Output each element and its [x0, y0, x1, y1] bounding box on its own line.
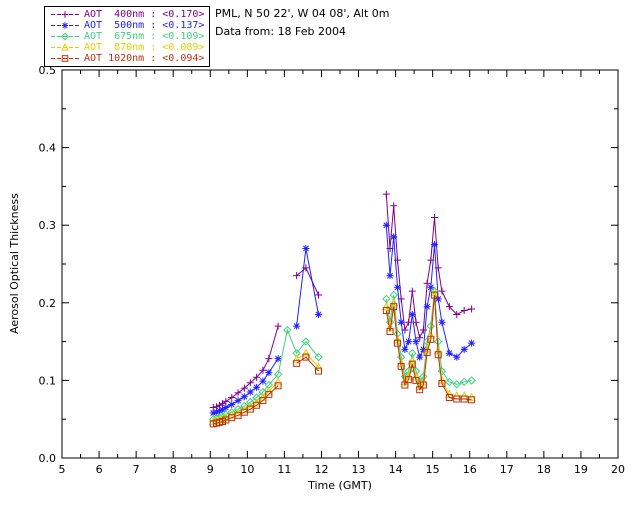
legend-item: AOT 675nm : <0.109> — [50, 31, 204, 42]
x-tick-label: 6 — [96, 463, 103, 476]
axis-tick-labels: 5 6 7 8 9 10 11 12 13 14 15 16 17 18 19 20 0.0 0.1 0.2 0.3 0… — [39, 64, 626, 476]
y-tick-label: 0.4 — [39, 142, 57, 155]
legend-line-sample — [51, 55, 79, 62]
legend-line-sample — [51, 32, 79, 41]
x-tick-label: 17 — [500, 463, 514, 476]
series-line — [385, 194, 472, 340]
x-tick-label: 16 — [463, 463, 477, 476]
x-tick-label: 9 — [207, 463, 214, 476]
legend: AOT 400nm : <0.170> AOT 500nm : <0.137> AO… — [44, 6, 211, 67]
legend-item: AOT 1020nm : <0.094> — [50, 53, 204, 64]
date-info-text: Data from: 18 Feb 2004 — [215, 25, 347, 38]
legend-item: AOT 500nm : <0.137> — [50, 20, 204, 31]
y-tick-label: 0.3 — [39, 219, 57, 232]
x-tick-label: 20 — [611, 463, 625, 476]
legend-line-sample — [51, 43, 79, 51]
plot-border — [61, 69, 619, 459]
legend-item: AOT 400nm : <0.170> — [50, 9, 204, 20]
y-tick-label: 0.0 — [39, 452, 57, 465]
x-tick-label: 11 — [277, 463, 291, 476]
series-line — [385, 294, 472, 401]
series-line — [296, 267, 319, 296]
axis-ticks — [61, 69, 619, 459]
legend-label: AOT 400nm : <0.170> — [84, 9, 205, 20]
legend-line-sample — [51, 11, 79, 18]
legend-label: AOT 675nm : <0.109> — [84, 31, 205, 42]
x-tick-label: 14 — [389, 463, 403, 476]
series-aot-1020nm — [209, 291, 476, 428]
x-tick-label: 13 — [352, 463, 366, 476]
legend-label: AOT 1020nm : <0.094> — [84, 53, 205, 64]
legend-item: AOT 870nm : <0.089> — [50, 42, 204, 53]
y-tick-label: 0.5 — [39, 64, 57, 77]
x-tick-label: 12 — [314, 463, 328, 476]
x-tick-label: 15 — [426, 463, 440, 476]
series-line — [385, 225, 472, 359]
legend-line-sample — [51, 22, 79, 29]
x-axis-title: Time (GMT) — [308, 479, 372, 492]
series-aot-500nm — [209, 221, 476, 417]
x-tick-label: 7 — [133, 463, 140, 476]
station-info-text: PML, N 50 22', W 04 08', Alt 0m — [215, 7, 390, 20]
y-tick-label: 0.2 — [39, 297, 57, 310]
y-tick-label: 0.1 — [39, 374, 57, 387]
legend-label: AOT 500nm : <0.137> — [84, 20, 205, 31]
x-tick-label: 10 — [240, 463, 254, 476]
series-aot-400nm — [209, 190, 476, 412]
x-tick-label: 18 — [537, 463, 551, 476]
x-tick-label: 19 — [574, 463, 588, 476]
x-tick-label: 8 — [170, 463, 177, 476]
legend-label: AOT 870nm : <0.089> — [84, 42, 205, 53]
y-axis-title: Aerosol Optical Thickness — [8, 193, 21, 335]
series-line — [296, 352, 319, 368]
x-tick-label: 5 — [59, 463, 66, 476]
